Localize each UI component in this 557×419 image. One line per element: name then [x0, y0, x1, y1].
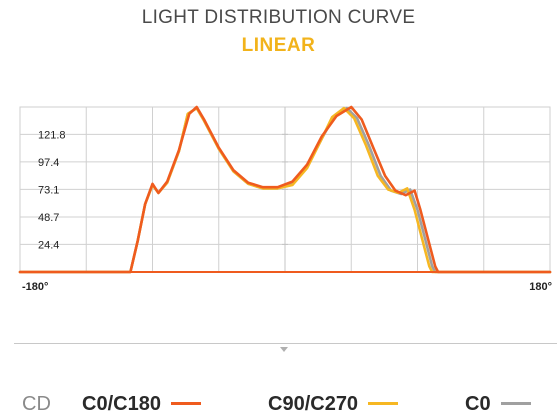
chart-subtitle: LINEAR — [241, 35, 316, 56]
series-line-c0-c180 — [18, 105, 552, 274]
chevron-down-icon[interactable] — [280, 347, 288, 352]
legend-label: C0 — [465, 393, 491, 415]
light-distribution-chart: 24.4 48.7 73.1 97.4 121.8 -180° 180° — [18, 105, 552, 293]
legend-item-c0-c180[interactable]: C0/C180 — [82, 393, 201, 416]
legend-item-c0[interactable]: C0 — [465, 393, 531, 416]
legend-label: C0/C180 — [82, 393, 161, 415]
legend-swatch — [368, 402, 399, 406]
legend: CD C0/C180 C90/C270 C0 — [0, 393, 557, 419]
y-tick-label: 121.8 — [38, 129, 66, 141]
y-tick-label: 48.7 — [38, 212, 59, 224]
divider — [14, 343, 557, 344]
y-tick-label: 24.4 — [38, 239, 59, 251]
chart-title: LIGHT DISTRIBUTION CURVE — [141, 7, 416, 28]
legend-item-c90-c270[interactable]: C90/C270 — [268, 393, 399, 416]
legend-swatch — [170, 402, 201, 406]
legend-swatch — [500, 402, 531, 406]
legend-label: C90/C270 — [268, 393, 359, 415]
y-tick-label: 73.1 — [38, 184, 59, 196]
y-tick-label: 97.4 — [38, 157, 59, 169]
x-tick-label-right: 180° — [529, 281, 552, 293]
x-tick-label-left: -180° — [22, 281, 48, 293]
legend-unit: CD — [22, 393, 51, 415]
